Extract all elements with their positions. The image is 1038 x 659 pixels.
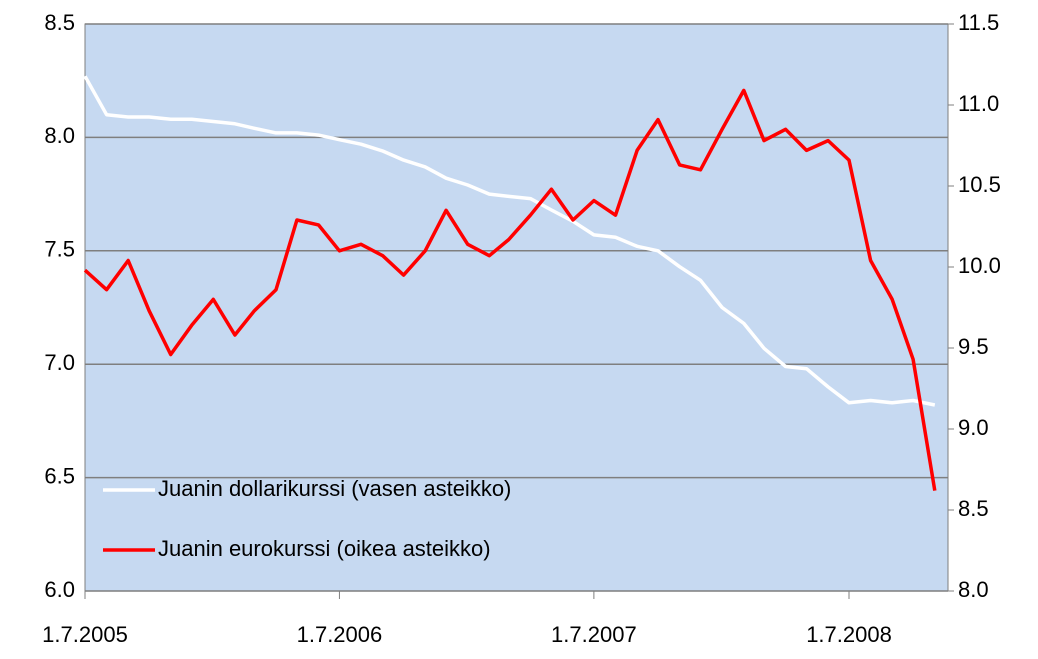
y-tick-label: 6.0 [44, 577, 75, 602]
y2-tick-label: 9.5 [958, 334, 989, 359]
legend-label: Juanin eurokurssi (oikea asteikko) [158, 536, 491, 561]
y-tick-label: 7.0 [44, 350, 75, 375]
series-line [83, 88, 937, 491]
y2-tick-label: 11.0 [958, 91, 999, 116]
y-tick-label: 6.5 [44, 463, 75, 488]
x-tick-label: 1.7.2007 [551, 622, 637, 647]
y2-tick-label: 11.5 [958, 10, 999, 35]
x-tick-label: 1.7.2005 [42, 622, 128, 647]
x-tick-label: 1.7.2008 [806, 622, 892, 647]
plot-area [84, 23, 949, 592]
y2-tick-label: 10.5 [958, 172, 1001, 197]
y2-tick-label: 8.0 [958, 577, 989, 602]
legend-label: Juanin dollarikurssi (vasen asteikko) [158, 476, 511, 501]
y-tick-label: 7.5 [44, 237, 75, 262]
x-tick-label: 1.7.2006 [297, 622, 383, 647]
y2-tick-label: 8.5 [958, 496, 989, 521]
y-tick-label: 8.5 [44, 10, 75, 35]
y2-tick-label: 9.0 [958, 415, 989, 440]
y2-tick-label: 10.0 [958, 253, 1001, 278]
y-tick-label: 8.0 [44, 123, 75, 148]
series-line [83, 75, 936, 407]
